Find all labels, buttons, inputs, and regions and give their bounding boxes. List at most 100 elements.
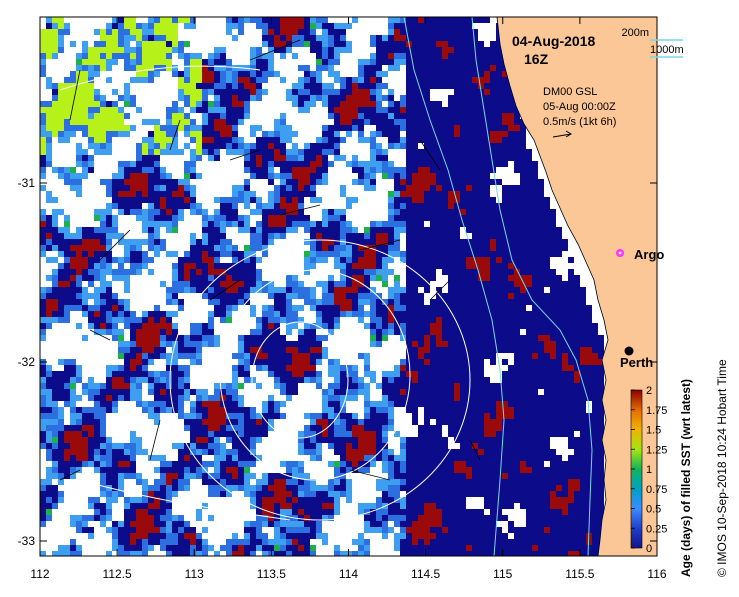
sst-pixel <box>544 329 550 335</box>
sst-pixel <box>310 77 316 83</box>
sst-pixel <box>538 449 544 455</box>
sst-pixel <box>124 131 130 137</box>
sst-pixel <box>88 83 94 89</box>
sst-pixel <box>178 113 184 119</box>
sst-pixel <box>430 323 436 329</box>
sst-pixel <box>448 47 454 53</box>
sst-pixel <box>526 239 532 245</box>
sst-pixel <box>544 311 550 317</box>
sst-pixel <box>514 389 520 395</box>
sst-pixel <box>442 311 448 317</box>
sst-pixel <box>232 461 238 467</box>
sst-pixel <box>370 149 376 155</box>
sst-pixel <box>58 263 64 269</box>
sst-pixel <box>370 89 376 95</box>
sst-pixel <box>382 395 388 401</box>
sst-pixel <box>154 341 160 347</box>
sst-pixel <box>274 119 280 125</box>
sst-pixel <box>244 107 250 113</box>
sst-pixel <box>352 461 358 467</box>
sst-pixel <box>472 209 478 215</box>
sst-pixel <box>232 443 238 449</box>
sst-pixel <box>58 35 64 41</box>
sst-pixel <box>292 317 298 323</box>
sst-pixel <box>220 59 226 65</box>
sst-pixel <box>88 89 94 95</box>
sst-pixel <box>208 329 214 335</box>
sst-pixel <box>358 137 364 143</box>
sst-pixel <box>388 293 394 299</box>
sst-pixel <box>466 335 472 341</box>
sst-pixel <box>400 395 406 401</box>
sst-pixel <box>58 23 64 29</box>
sst-pixel <box>280 287 286 293</box>
sst-pixel <box>232 425 238 431</box>
sst-pixel <box>478 335 484 341</box>
sst-pixel <box>268 23 274 29</box>
sst-pixel <box>568 311 574 317</box>
sst-pixel <box>286 311 292 317</box>
sst-pixel <box>466 437 472 443</box>
sst-pixel <box>580 413 586 419</box>
sst-pixel <box>100 443 106 449</box>
sst-pixel <box>454 149 460 155</box>
sst-pixel <box>268 209 274 215</box>
sst-pixel <box>124 197 130 203</box>
sst-pixel <box>256 95 262 101</box>
sst-pixel <box>160 317 166 323</box>
sst-pixel <box>430 383 436 389</box>
sst-pixel <box>358 383 364 389</box>
sst-pixel <box>358 239 364 245</box>
sst-pixel <box>142 185 148 191</box>
sst-pixel <box>70 287 76 293</box>
sst-pixel <box>328 59 334 65</box>
sst-pixel <box>106 221 112 227</box>
sst-pixel <box>412 419 418 425</box>
sst-pixel <box>478 47 484 53</box>
sst-pixel <box>136 323 142 329</box>
sst-pixel <box>154 185 160 191</box>
sst-pixel <box>196 395 202 401</box>
sst-pixel <box>532 353 538 359</box>
sst-pixel <box>502 221 508 227</box>
sst-pixel <box>112 257 118 263</box>
sst-pixel <box>532 179 538 185</box>
sst-pixel <box>46 275 52 281</box>
sst-pixel <box>340 275 346 281</box>
sst-pixel <box>442 365 448 371</box>
sst-pixel <box>106 29 112 35</box>
sst-pixel <box>346 287 352 293</box>
sst-pixel <box>424 413 430 419</box>
sst-pixel <box>238 281 244 287</box>
sst-pixel <box>286 281 292 287</box>
sst-pixel <box>484 407 490 413</box>
sst-pixel <box>118 311 124 317</box>
sst-pixel <box>448 131 454 137</box>
sst-pixel <box>586 359 592 365</box>
sst-pixel <box>118 467 124 473</box>
sst-pixel <box>70 365 76 371</box>
sst-pixel <box>562 299 568 305</box>
sst-pixel <box>334 293 340 299</box>
sst-pixel <box>490 347 496 353</box>
sst-pixel <box>334 71 340 77</box>
sst-pixel <box>82 407 88 413</box>
sst-pixel <box>532 173 538 179</box>
sst-pixel <box>184 119 190 125</box>
sst-pixel <box>148 269 154 275</box>
sst-pixel <box>502 257 508 263</box>
sst-pixel <box>394 29 400 35</box>
sst-pixel <box>376 257 382 263</box>
sst-pixel <box>142 335 148 341</box>
sst-pixel <box>232 245 238 251</box>
sst-pixel <box>100 317 106 323</box>
sst-pixel <box>52 467 58 473</box>
sst-pixel <box>478 17 484 23</box>
sst-pixel <box>256 209 262 215</box>
sst-pixel <box>382 125 388 131</box>
sst-pixel <box>46 455 52 461</box>
sst-pixel <box>340 137 346 143</box>
sst-pixel <box>190 389 196 395</box>
sst-pixel <box>190 149 196 155</box>
sst-pixel <box>196 131 202 137</box>
